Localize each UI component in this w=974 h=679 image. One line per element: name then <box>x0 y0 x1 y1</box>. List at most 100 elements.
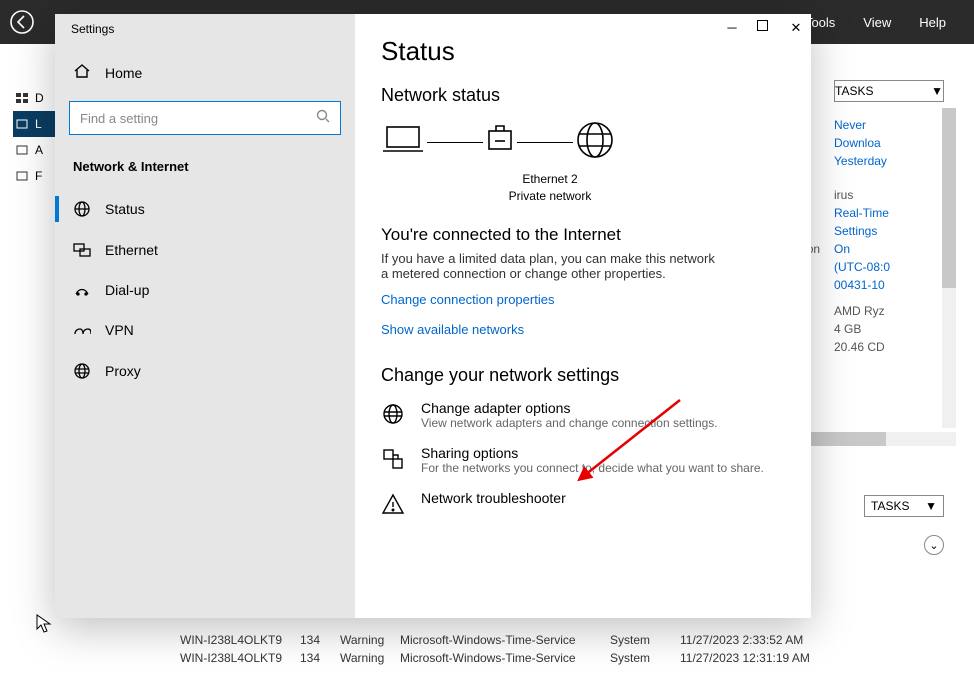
scrollbar-vertical[interactable] <box>942 108 956 428</box>
sidebar-item-ethernet[interactable]: Ethernet <box>55 230 355 270</box>
log-row[interactable]: WIN-I238L4OLKT9134WarningMicrosoft-Windo… <box>180 631 950 649</box>
bg-nav-item[interactable]: D <box>13 85 55 111</box>
log-cell-cat: System <box>610 651 680 665</box>
search-input[interactable] <box>69 101 341 135</box>
log-cell-src: Microsoft-Windows-Time-Service <box>400 633 610 647</box>
log-cell-src: Microsoft-Windows-Time-Service <box>400 651 610 665</box>
sidebar-item-label: Proxy <box>105 363 141 379</box>
option-description: For the networks you connect to, decide … <box>421 461 764 475</box>
bg-nav-item[interactable]: L <box>13 111 55 137</box>
close-button[interactable]: ✕ <box>789 20 803 34</box>
vpn-icon <box>73 323 91 337</box>
link-available-networks[interactable]: Show available networks <box>381 322 524 337</box>
log-cell-id: 134 <box>300 633 340 647</box>
switch-icon <box>485 123 515 162</box>
option-title: Change adapter options <box>421 400 718 416</box>
settings-sidebar: Home Network & Internet Status Ethernet Di… <box>55 14 355 618</box>
search-field[interactable] <box>80 111 316 126</box>
bg-info-link[interactable]: (UTC-08:0 <box>834 258 944 276</box>
option-title: Network troubleshooter <box>421 490 566 506</box>
log-row[interactable]: WIN-I238L4OLKT9134WarningMicrosoft-Windo… <box>180 649 950 667</box>
log-cell-time: 11/27/2023 2:33:52 AM <box>680 633 850 647</box>
log-cell-id: 134 <box>300 651 340 665</box>
search-icon <box>316 109 330 128</box>
bg-nav-label: A <box>35 143 43 157</box>
sidebar-item-label: Ethernet <box>105 242 158 258</box>
home-icon <box>73 62 91 83</box>
back-button[interactable] <box>0 0 44 44</box>
tasks-label: TASKS <box>835 84 873 98</box>
log-cell-time: 11/27/2023 12:31:19 AM <box>680 651 850 665</box>
bg-info-text: irus <box>834 188 853 202</box>
menu-view[interactable]: View <box>863 15 891 30</box>
bg-info-link[interactable]: On <box>834 242 850 256</box>
bg-info-text: 20.46 CD <box>834 338 944 356</box>
sidebar-item-label: Status <box>105 201 145 217</box>
ethernet-icon <box>73 243 91 257</box>
warn-icon <box>381 490 407 521</box>
bg-info-link[interactable]: Never <box>834 116 944 134</box>
home-button[interactable]: Home <box>55 52 355 93</box>
globe-icon <box>381 400 407 431</box>
mouse-cursor-icon <box>36 614 52 639</box>
bg-info-link[interactable]: Real-Time <box>834 204 944 222</box>
bg-info-text: 4 GB <box>834 320 944 338</box>
tasks-dropdown[interactable]: TASKS ▼ <box>834 80 944 102</box>
section-header: Change your network settings <box>381 365 785 386</box>
option-title: Sharing options <box>421 445 764 461</box>
share-icon <box>381 445 407 476</box>
expand-button[interactable]: ⌄ <box>924 535 944 555</box>
top-menu: Tools View Help <box>805 15 974 30</box>
bg-info-link[interactable]: Yesterday <box>834 152 944 170</box>
window-controls: ─ ✕ <box>725 20 803 34</box>
event-log: WIN-I238L4OLKT9134WarningMicrosoft-Windo… <box>180 631 950 667</box>
chevron-down-icon: ▼ <box>925 499 937 513</box>
status-icon <box>73 200 91 218</box>
settings-option[interactable]: Network troubleshooter <box>381 490 785 521</box>
chevron-down-icon: ▼ <box>931 84 943 98</box>
section-header: Network status <box>381 85 785 106</box>
maximize-button[interactable] <box>757 20 771 34</box>
settings-option[interactable]: Change adapter optionsView network adapt… <box>381 400 785 431</box>
link-connection-properties[interactable]: Change connection properties <box>381 292 554 307</box>
settings-option[interactable]: Sharing optionsFor the networks you conn… <box>381 445 785 476</box>
bg-nav-item[interactable]: A <box>13 137 55 163</box>
sidebar-item-status[interactable]: Status <box>55 188 355 230</box>
chevron-down-icon: ⌄ <box>929 539 938 552</box>
category-header: Network & Internet <box>55 151 355 188</box>
page-title: Status <box>381 36 785 67</box>
window-title: Settings <box>71 22 114 36</box>
bg-info-link[interactable]: Settings <box>834 222 944 240</box>
tasks-label: TASKS <box>871 499 909 513</box>
sidebar-item-dial-up[interactable]: Dial-up <box>55 270 355 310</box>
home-label: Home <box>105 65 142 81</box>
log-cell-cat: System <box>610 633 680 647</box>
settings-window: Settings ─ ✕ Home Network & Internet Sta… <box>55 14 811 618</box>
sidebar-item-vpn[interactable]: VPN <box>55 310 355 350</box>
connection-status-body: If you have a limited data plan, you can… <box>381 251 721 281</box>
bg-nav-label: L <box>35 117 42 131</box>
scrollbar-thumb[interactable] <box>942 108 956 288</box>
bg-info-link[interactable]: 00431-10 <box>834 276 944 294</box>
sidebar-item-proxy[interactable]: Proxy <box>55 350 355 392</box>
connector-line <box>517 142 573 143</box>
log-cell-lvl: Warning <box>340 633 400 647</box>
bg-nav-label: D <box>35 91 44 105</box>
globe-icon <box>575 120 615 165</box>
sidebar-item-label: VPN <box>105 322 134 338</box>
search-wrap <box>69 101 341 135</box>
connection-status-title: You're connected to the Internet <box>381 225 785 245</box>
bg-right-column: TASKS ▼ NeverDownloaYesterday irus Real-Tim… <box>834 80 944 358</box>
minimize-button[interactable]: ─ <box>725 20 739 34</box>
network-caption: Ethernet 2 Private network <box>495 171 605 205</box>
menu-help[interactable]: Help <box>919 15 946 30</box>
bg-nav-item[interactable]: F <box>13 163 55 189</box>
network-type: Private network <box>495 188 605 205</box>
bg-left-nav: D L A F <box>13 85 55 189</box>
bg-info-text <box>834 170 944 174</box>
tasks-dropdown-2[interactable]: TASKS ▼ <box>864 495 944 517</box>
computer-icon <box>381 123 425 162</box>
option-description: View network adapters and change connect… <box>421 416 718 430</box>
bg-info-link[interactable]: Downloa <box>834 134 944 152</box>
network-diagram <box>381 120 785 165</box>
